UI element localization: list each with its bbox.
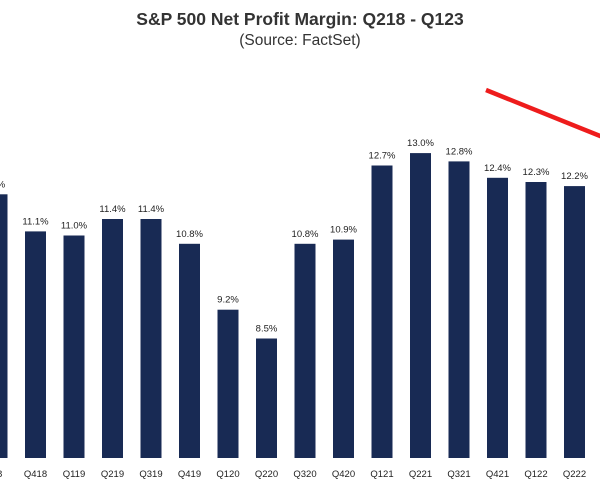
data-label: 9.2%: [217, 295, 239, 306]
bar-q119: [63, 235, 85, 458]
data-label: 12.3%: [523, 167, 550, 178]
x-tick-label: Q120: [216, 469, 239, 480]
x-tick-label: Q219: [101, 469, 124, 480]
bar-q320: [294, 243, 316, 458]
bar-q420: [333, 239, 354, 458]
x-tick-label: Q220: [255, 469, 278, 480]
bar-q120: [217, 309, 239, 458]
x-tick-label: Q419: [178, 469, 201, 480]
bar-q222: [564, 186, 585, 458]
x-tick-label: Q122: [524, 469, 547, 480]
x-tick-label: 18: [0, 469, 2, 480]
bar-q122: [525, 182, 547, 458]
data-label: 8.5%: [256, 324, 278, 335]
bar-q421: [487, 177, 508, 459]
data-label: 11.4%: [138, 204, 165, 215]
bar-q419: [179, 243, 200, 458]
x-tick-label: Q221: [409, 469, 432, 480]
chart-title: S&P 500 Net Profit Margin: Q218 - Q123: [136, 9, 464, 29]
x-tick-label: Q119: [63, 469, 86, 480]
data-label: 13.0%: [407, 138, 434, 149]
data-label: 10.8%: [176, 229, 203, 240]
data-label: 11.4%: [99, 204, 126, 215]
x-tick-label: Q418: [24, 469, 47, 480]
x-tick-label: Q121: [370, 469, 393, 480]
bar-q321: [448, 161, 470, 458]
data-label: 12.2%: [561, 171, 588, 182]
x-tick-label: Q321: [447, 469, 470, 480]
bar-q418: [25, 231, 46, 458]
bar-q221: [410, 153, 431, 458]
bar-q220: [256, 338, 277, 458]
bar-q318: [0, 194, 8, 459]
data-label: 12.7%: [369, 151, 396, 162]
x-tick-label: Q421: [486, 469, 509, 480]
trend-line: [485, 87, 600, 139]
x-tick-label: Q319: [139, 469, 162, 480]
data-label: 10.9%: [330, 225, 357, 236]
data-label: 11.0%: [61, 221, 88, 232]
bar-q319: [140, 219, 162, 458]
data-label: 10.8%: [292, 229, 319, 240]
x-tick-label: Q222: [563, 469, 586, 480]
data-label: .0%: [0, 179, 6, 190]
bar-q219: [102, 219, 123, 458]
x-tick-label: Q320: [293, 469, 316, 480]
x-tick-label: Q420: [332, 469, 355, 480]
chart-subtitle: (Source: FactSet): [239, 32, 361, 49]
data-label: 11.1%: [22, 216, 49, 227]
data-label: 12.4%: [484, 163, 511, 174]
bar-q121: [371, 165, 393, 458]
data-label: 12.8%: [446, 146, 473, 157]
